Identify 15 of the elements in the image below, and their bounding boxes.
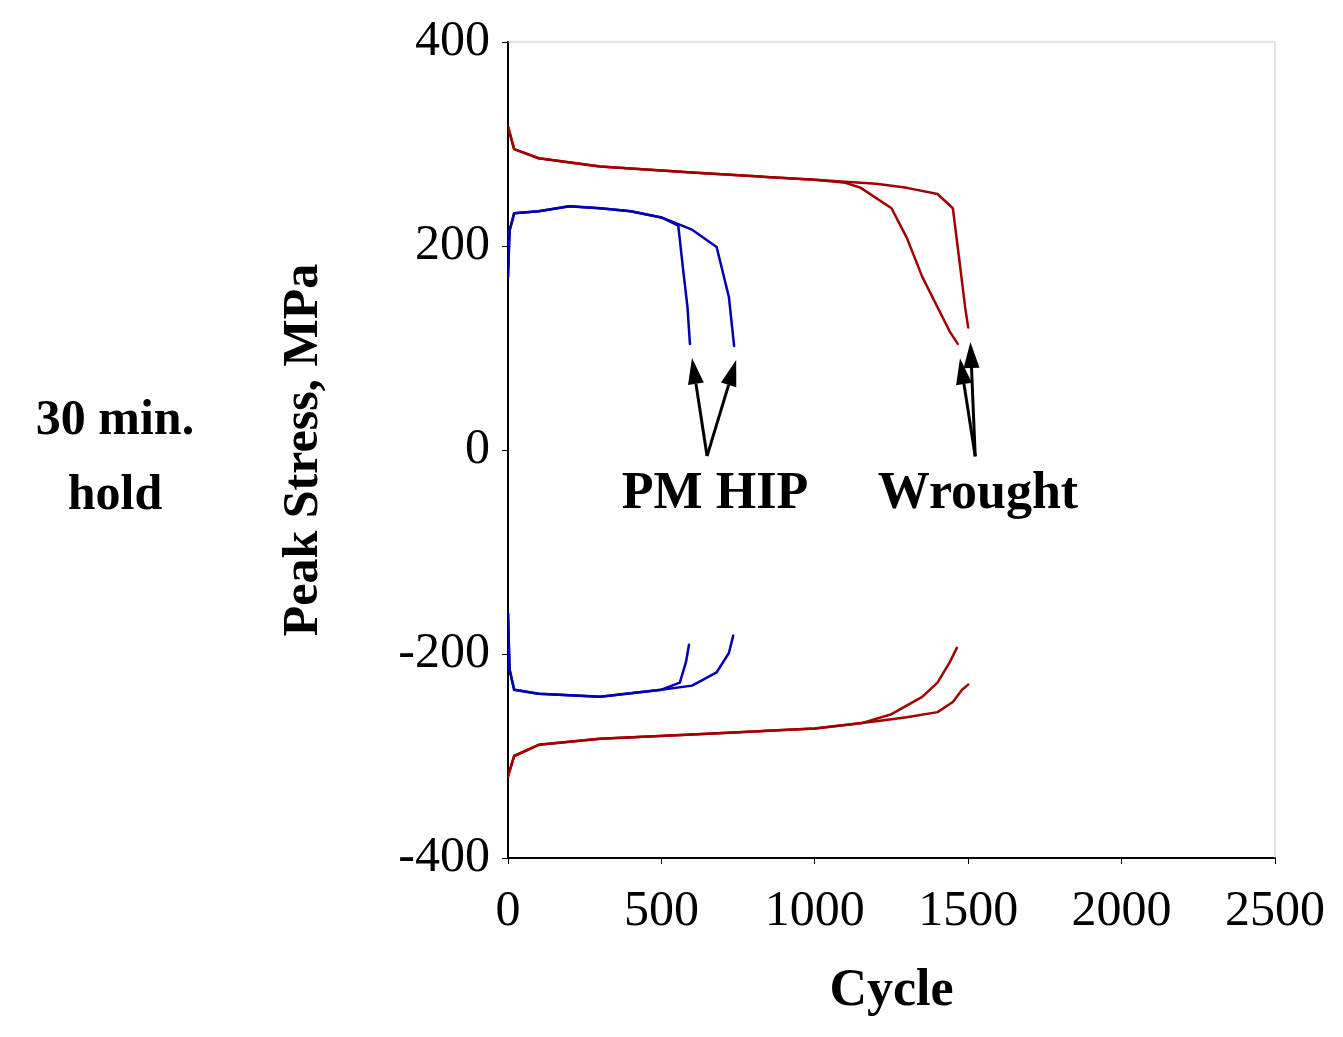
y-tick-label: 200 [415,214,490,271]
x-tick-label: 1000 [764,880,865,937]
y-tick-label: 400 [415,10,490,67]
x-tick-label: 1500 [918,880,1019,937]
y-tick-label: -400 [398,826,490,883]
y-tick-label: -200 [398,622,490,679]
x-tick-label: 2000 [1071,880,1172,937]
y-axis-title: Peak Stress, MPa [271,263,328,637]
x-axis-title: Cycle [829,959,954,1017]
y-tick-label: 0 [465,418,490,475]
text: 30 min. hold [34,388,196,522]
x-tick-label: 2500 [1225,880,1325,937]
annotation: PM HIP [621,460,809,520]
annotation: Wrought [877,460,1079,520]
x-tick-label: 500 [623,880,699,937]
